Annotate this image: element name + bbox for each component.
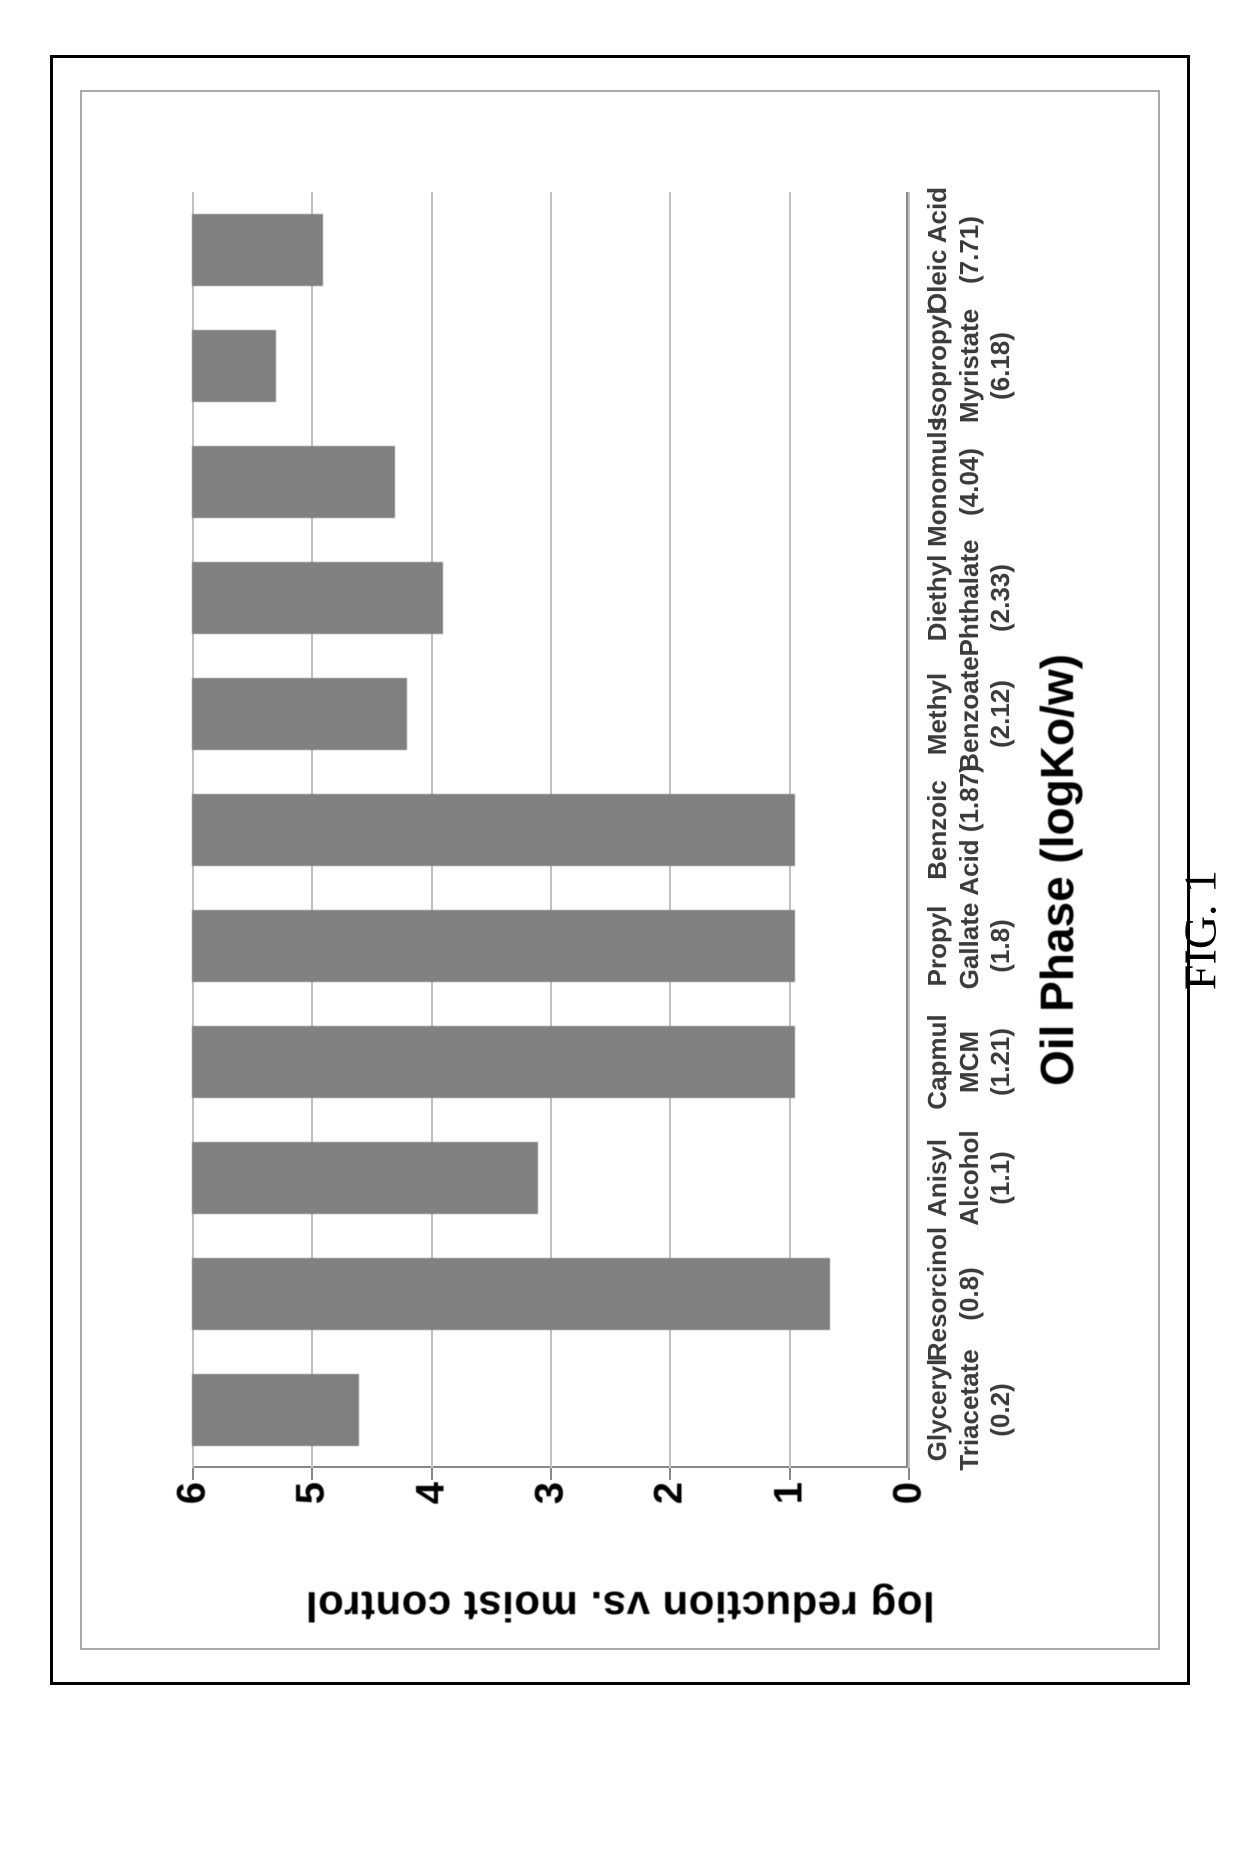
bar-slot: Anisyl Alcohol (1.1)	[192, 1124, 908, 1232]
bar-slot: Glyceryl Triacetate (0.2)	[192, 1356, 908, 1464]
bar-slot: Monomuls (4.04)	[192, 428, 908, 536]
rotated-chart-wrapper: log reduction vs. moist control Oil Phas…	[80, 90, 1160, 1650]
bar-slot: Capmul MCM (1.21)	[192, 1008, 908, 1116]
bar	[192, 1142, 538, 1213]
y-axis-label: log reduction vs. moist control	[305, 1582, 934, 1630]
bar-slot: Diethyl Phthalate (2.33)	[192, 544, 908, 652]
x-axis-label: Oil Phase (logKo/w)	[1030, 654, 1084, 1086]
grid-line	[908, 192, 910, 1468]
bar	[192, 214, 323, 285]
chart-inner: log reduction vs. moist control Oil Phas…	[152, 152, 1088, 1588]
bar-slot: Isopropyl Myristate (6.18)	[192, 312, 908, 420]
bar	[192, 794, 795, 865]
y-tick-mark	[192, 1468, 194, 1480]
y-tick-label: 1	[766, 1482, 811, 1504]
y-tick-mark	[789, 1468, 791, 1480]
y-tick-label: 2	[647, 1482, 692, 1504]
bar	[192, 910, 795, 981]
page: log reduction vs. moist control Oil Phas…	[0, 0, 1240, 1859]
bar	[192, 1258, 830, 1329]
chart-frame: log reduction vs. moist control Oil Phas…	[80, 90, 1160, 1650]
bar	[192, 562, 443, 633]
figure-frame: log reduction vs. moist control Oil Phas…	[50, 55, 1190, 1685]
y-tick-mark	[550, 1468, 552, 1480]
bar	[192, 1026, 795, 1097]
bar-slot: Oleic Acid (7.71)	[192, 196, 908, 304]
bar	[192, 330, 276, 401]
bar	[192, 1374, 359, 1445]
y-tick-mark	[311, 1468, 313, 1480]
y-tick-mark	[669, 1468, 671, 1480]
bar-slot: Methyl Benzoate (2.12)	[192, 660, 908, 768]
bar-slot: Benzoic Acid (1.87)	[192, 776, 908, 884]
y-tick-label: 5	[289, 1482, 334, 1504]
y-tick-label: 4	[408, 1482, 453, 1504]
category-label: Oleic Acid (7.71)	[922, 174, 985, 325]
y-tick-mark	[431, 1468, 433, 1480]
bar-slot: Propyl Gallate (1.8)	[192, 892, 908, 1000]
bars-layer: Glyceryl Triacetate (0.2)Resorcinol (0.8…	[192, 192, 908, 1468]
y-tick-mark	[908, 1468, 910, 1480]
y-tick-label: 3	[528, 1482, 573, 1504]
y-tick-label: 6	[170, 1482, 215, 1504]
bar-slot: Resorcinol (0.8)	[192, 1240, 908, 1348]
bar	[192, 446, 395, 517]
plot-area: 0123456 Glyceryl Triacetate (0.2)Resorci…	[192, 192, 908, 1468]
bar	[192, 678, 407, 749]
figure-caption: FIG. 1	[1174, 869, 1227, 989]
